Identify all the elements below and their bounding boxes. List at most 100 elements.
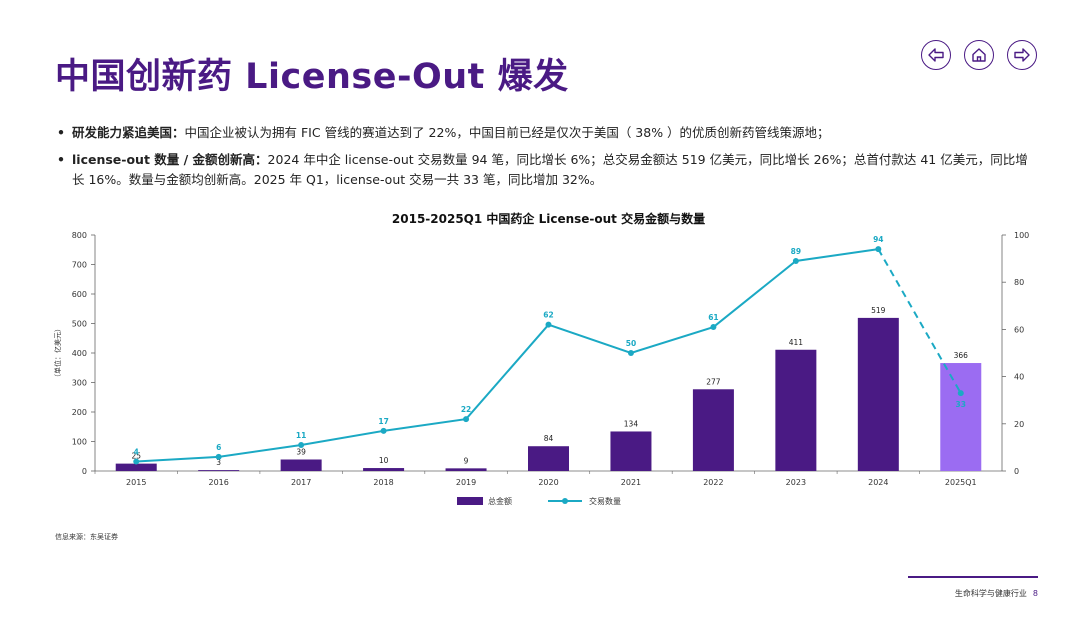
bar-value-label: 39 (296, 447, 306, 456)
combo-chart-svg: 2015-2025Q1 中国药企 License-out 交易金额与数量0100… (53, 211, 1029, 506)
legend-swatch-count-point (562, 498, 568, 504)
bar-amount (940, 363, 982, 471)
x-tick-label: 2016 (209, 478, 229, 487)
legend-swatch-amount (457, 497, 483, 505)
bullet-lead: 研发能力紧追美国： (72, 125, 185, 140)
bar-amount (198, 470, 240, 471)
line-value-label: 50 (626, 339, 636, 348)
bar-value-label: 519 (871, 306, 886, 315)
footer-text: 生命科学与健康行业 8 (955, 588, 1038, 599)
y-tick-label: 600 (72, 290, 87, 299)
line-point (627, 350, 634, 356)
line-point (463, 416, 470, 423)
bar-amount (363, 468, 405, 471)
home-icon (972, 48, 986, 62)
license-out-chart: 2015-2025Q1 中国药企 License-out 交易金额与数量 0 100… (0, 205, 1080, 520)
section-name: 生命科学与健康行业 (954, 589, 1027, 598)
y-tick-label: 700 (72, 261, 87, 270)
bullet-license-out-record: • license-out 数量 / 金额创新高：2024 年中企 licens… (57, 150, 1032, 190)
line-value-label: 61 (708, 313, 718, 322)
y-tick-label: 300 (72, 379, 87, 388)
left-arrow-icon (928, 48, 944, 62)
bar-value-label: 277 (706, 377, 721, 386)
prev-page-button[interactable] (921, 40, 951, 70)
x-tick-label: 2015 (126, 478, 146, 487)
bar-amount (528, 446, 569, 471)
bar-value-label: 411 (789, 338, 804, 347)
line-deal-count (136, 248, 879, 463)
bar-value-label: 25 (131, 452, 141, 461)
x-tick-label: 2025Q1 (945, 478, 977, 487)
right-arrow-icon (1014, 48, 1030, 62)
bullet-marker: • (57, 152, 65, 167)
y-tick-label: 0 (82, 467, 87, 476)
x-tick-label: 2023 (786, 478, 806, 487)
legend-label-amount: 总金额 (488, 496, 512, 506)
bullet-lead: license-out 数量 / 金额创新高： (72, 152, 268, 167)
bar-value-label: 366 (954, 351, 969, 360)
y2-tick-label: 20 (1014, 420, 1024, 429)
legend-label-count: 交易数量 (589, 496, 621, 506)
bullet-fic-pipeline: • 研发能力紧追美国：中国企业被认为拥有 FIC 管线的赛道达到了 22%，中国… (57, 123, 1032, 143)
bullet-text: 2024 年中企 license-out 交易数量 94 笔，同比增长 6%；总… (72, 152, 1028, 187)
x-tick-label: 2018 (373, 478, 393, 487)
bar-amount (280, 459, 322, 471)
x-tick-label: 2019 (456, 478, 476, 487)
y2-tick-label: 100 (1014, 231, 1029, 240)
line-point (545, 321, 552, 328)
line-value-label: 4 (134, 448, 139, 457)
x-tick-label: 2021 (621, 478, 641, 487)
line-value-label: 11 (296, 431, 306, 440)
bar-value-label: 9 (464, 456, 469, 465)
page-title: 中国创新药 License-Out 爆发 (55, 57, 569, 97)
x-tick-label: 2022 (703, 478, 723, 487)
bar-value-label: 134 (624, 419, 639, 428)
y-tick-label: 400 (72, 349, 87, 358)
y2-tick-label: 80 (1014, 278, 1024, 287)
line-deal-count-dashed (877, 248, 962, 394)
y-tick-label: 200 (72, 408, 87, 417)
bar-amount (775, 349, 817, 471)
bar-value-label: 3 (216, 458, 221, 467)
y-tick-label: 100 (72, 438, 87, 447)
line-point (133, 458, 140, 465)
line-point (298, 442, 305, 449)
bullet-text: 中国企业被认为拥有 FIC 管线的赛道达到了 22%，中国目前已经是仅次于美国（… (184, 125, 830, 140)
line-value-label: 94 (873, 235, 883, 244)
line-value-label: 17 (378, 417, 388, 426)
line-value-label: 33 (956, 400, 966, 409)
page-number: 8 (1032, 589, 1038, 598)
bar-amount (115, 463, 157, 471)
bar-amount (692, 389, 734, 471)
line-point (957, 390, 964, 397)
line-value-label: 22 (461, 405, 471, 414)
line-value-label: 89 (791, 247, 801, 256)
line-point (710, 324, 717, 331)
bar-value-label: 10 (379, 456, 389, 465)
next-page-button[interactable] (1007, 40, 1037, 70)
x-tick-label: 2020 (538, 478, 558, 487)
line-value-label: 62 (543, 311, 553, 320)
y2-tick-label: 40 (1014, 373, 1024, 382)
line-point (380, 427, 387, 434)
bullet-marker: • (57, 125, 65, 140)
y2-tick-label: 60 (1014, 325, 1024, 334)
y-axis-label: （单位：亿美元） (53, 325, 62, 381)
x-tick-label: 2017 (291, 478, 311, 487)
line-point (215, 453, 222, 460)
home-button[interactable] (964, 40, 994, 70)
line-point (875, 246, 882, 253)
y2-tick-label: 0 (1014, 467, 1019, 476)
line-point (792, 257, 799, 264)
bar-amount (610, 431, 652, 471)
bar-amount (857, 317, 899, 471)
bar-value-label: 84 (544, 434, 554, 443)
footer-rule (908, 576, 1038, 578)
chart-title: 2015-2025Q1 中国药企 License-out 交易金额与数量 (392, 211, 705, 226)
y-tick-label: 500 (72, 320, 87, 329)
line-value-label: 6 (216, 443, 221, 452)
bar-amount (445, 468, 487, 471)
source-note: 信息来源：东吴证券 (55, 533, 118, 541)
bullet-list: • 研发能力紧追美国：中国企业被认为拥有 FIC 管线的赛道达到了 22%，中国… (57, 123, 1032, 197)
x-tick-label: 2024 (868, 478, 888, 487)
